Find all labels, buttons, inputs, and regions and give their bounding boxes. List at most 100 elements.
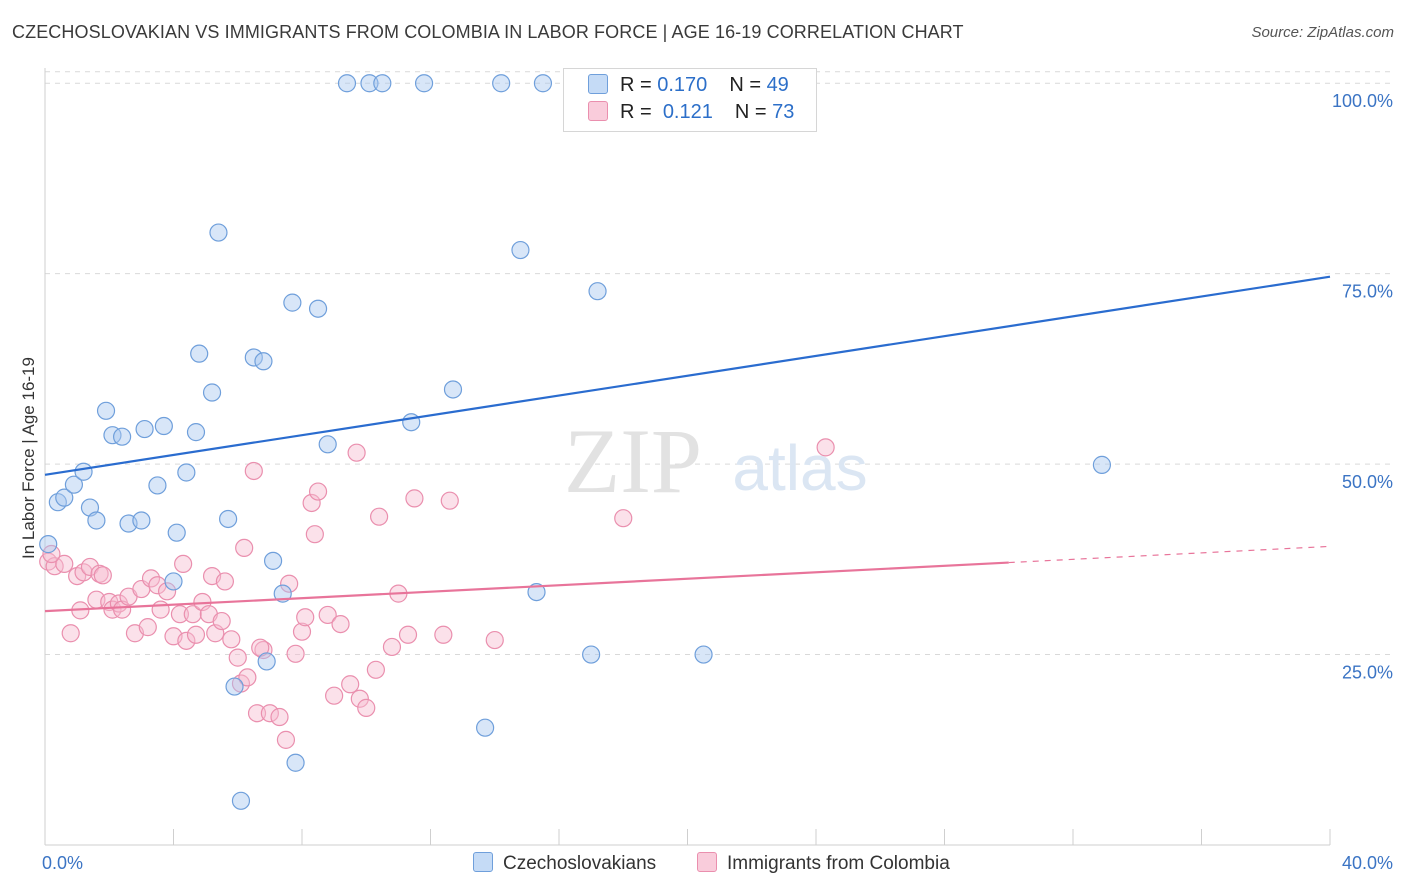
czechoslovakian-point	[96, 401, 116, 420]
legend-row-czechoslovakians: R = 0.170 N = 49	[588, 74, 789, 100]
czechoslovakian-point	[254, 352, 273, 371]
legend-swatch-pink	[588, 101, 608, 121]
colombia-point	[434, 625, 453, 644]
y-tick-label: 100.0%	[1332, 91, 1393, 111]
czechoslovakian-point	[533, 74, 553, 93]
czechoslovakian-point	[257, 652, 276, 671]
colombia-point	[370, 507, 389, 526]
colombia-points	[39, 438, 835, 749]
czechoslovakian-point	[186, 423, 206, 442]
colombia-point	[138, 618, 157, 637]
legend-r-label: R =	[620, 74, 652, 96]
colombia-point	[276, 730, 296, 749]
colombia-point	[174, 554, 193, 574]
bottom-swatch-pink	[697, 852, 717, 872]
colombia-point	[305, 525, 324, 544]
colombia-point	[235, 538, 254, 558]
source-credit: Source: ZipAtlas.com	[1251, 24, 1394, 41]
legend-n-label: N =	[734, 101, 767, 123]
colombia-point	[55, 554, 74, 574]
colombia-point	[614, 509, 633, 528]
czechoslovakian-point	[511, 240, 530, 260]
colombia-trend-line	[44, 561, 1009, 613]
colombia-point	[270, 707, 289, 727]
colombia-point	[254, 640, 273, 660]
legend-n-label: N =	[729, 74, 761, 96]
colombia-point	[238, 668, 257, 687]
y-tick-label: 50.0%	[1342, 472, 1393, 492]
bottom-swatch-blue	[473, 852, 493, 872]
czechoslovakian-point	[1092, 455, 1112, 474]
colombia-point	[331, 614, 350, 634]
czechoslovakian-point	[443, 380, 463, 399]
legend-swatch-blue	[588, 74, 608, 94]
czechoslovakian-point	[283, 293, 302, 312]
czechoslovakian-point	[373, 74, 392, 93]
czechoslovakian-point	[244, 348, 263, 367]
colombia-point	[141, 569, 161, 588]
colombia-point	[151, 600, 170, 619]
colombia-point	[292, 622, 312, 641]
czechoslovakian-point	[225, 677, 244, 696]
colombia-point	[61, 624, 80, 643]
colombia-point	[170, 605, 190, 624]
czechoslovakian-point	[87, 511, 106, 530]
colombia-point	[183, 605, 202, 624]
czechoslovakian-point	[360, 74, 379, 93]
colombia-point	[280, 574, 299, 593]
czechoslovakian-point	[476, 718, 495, 737]
colombia-point	[341, 675, 360, 694]
colombia-trend-extension	[1008, 545, 1331, 564]
czechoslovakian-point	[167, 523, 186, 542]
czechoslovakian-point	[202, 383, 222, 402]
watermark-atlas: atlas	[732, 432, 867, 504]
legend-r-value: 0.121	[662, 101, 713, 123]
axes	[44, 68, 1331, 846]
colombia-point	[302, 493, 321, 513]
colombia-point	[325, 686, 344, 705]
czechoslovakian-point	[337, 74, 357, 93]
colombia-point	[347, 443, 366, 462]
czechoslovakian-point	[135, 419, 154, 439]
czechoslovakian-point	[492, 74, 511, 93]
colombia-point	[247, 704, 267, 723]
czechoslovakian-point	[402, 413, 421, 432]
colombia-point	[366, 660, 385, 679]
watermark-zip: ZIP	[564, 410, 702, 512]
colombia-point	[308, 482, 328, 501]
czechoslovakian-trend-line	[44, 275, 1331, 476]
czechoslovakian-point	[588, 282, 607, 301]
colombia-point	[177, 631, 196, 650]
czechoslovakian-point	[154, 416, 173, 436]
colombia-point	[93, 566, 112, 585]
legend-n-value: 49	[766, 74, 789, 96]
czechoslovakian-point	[318, 435, 337, 454]
colombia-point	[357, 698, 376, 717]
colombia-point	[350, 689, 369, 708]
colombia-point	[260, 704, 279, 723]
czechoslovakian-point	[414, 74, 434, 93]
czechoslovakian-point	[286, 753, 305, 772]
colombia-point	[157, 582, 177, 601]
czechoslovakian-point	[103, 426, 122, 445]
czechoslovakian-point	[263, 551, 283, 570]
bottom-legend-label: Czechoslovakians	[503, 853, 657, 874]
colombia-point	[42, 544, 61, 564]
chart-title: CZECHOSLOVAKIAN VS IMMIGRANTS FROM COLOM…	[12, 22, 964, 42]
colombia-point	[228, 648, 247, 667]
colombia-point	[296, 608, 315, 627]
czechoslovakian-point	[74, 462, 93, 481]
czechoslovakian-point	[190, 344, 209, 363]
axis-labels: 25.0% 50.0% 75.0% 100.0% 0.0% 40.0% In Labor F…	[19, 91, 1393, 873]
czechoslovakian-point	[219, 509, 238, 529]
czechoslovakian-point	[132, 511, 151, 530]
legend-n-value: 73	[772, 101, 795, 123]
colombia-point	[244, 461, 263, 481]
bottom-legend-czechoslovakians: Czechoslovakians	[473, 852, 656, 875]
colombia-point	[398, 625, 418, 644]
x-tick-label: 40.0%	[1342, 853, 1393, 873]
czechoslovakian-point	[694, 645, 713, 664]
colombia-point	[318, 605, 337, 625]
czechoslovakian-point	[148, 476, 167, 495]
x-tick-label: 0.0%	[42, 853, 83, 873]
